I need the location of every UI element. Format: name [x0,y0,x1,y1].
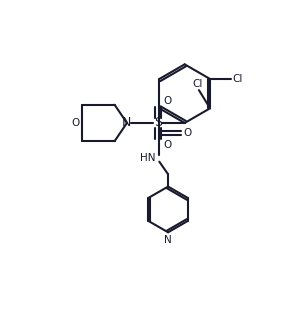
Text: HN: HN [140,153,156,163]
Text: S: S [154,116,162,130]
Text: O: O [72,118,80,128]
Text: N: N [164,235,172,245]
Text: O: O [184,128,192,138]
Text: Cl: Cl [232,74,242,84]
Text: N: N [122,116,132,130]
Text: O: O [163,140,171,150]
Text: Cl: Cl [192,79,203,89]
Text: O: O [163,96,171,106]
